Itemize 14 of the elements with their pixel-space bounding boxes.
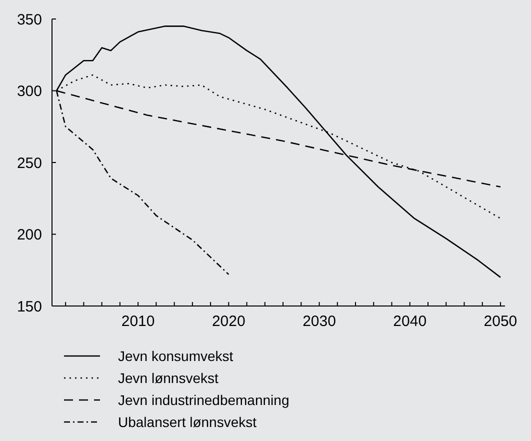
x-tick-label: 2010 [121,313,155,330]
x-tick-label: 2030 [302,313,336,330]
y-tick-label: 150 [16,298,42,316]
legend-label: Jevn lønnsvekst [118,370,218,386]
legend-label: Jevn industrinedbemanning [118,392,290,408]
x-tick-label: 2020 [212,313,246,330]
x-tick-label: 2040 [393,313,427,330]
y-tick-label: 200 [16,226,42,244]
legend-label: Ubalansert lønnsvekst [118,414,257,430]
y-tick-label: 300 [16,83,42,100]
y-tick-label: 250 [16,154,42,172]
x-tick-label: 2050 [484,313,518,330]
legend-label: Jevn konsumvekst [118,348,234,364]
y-tick-label: 350 [16,11,42,28]
